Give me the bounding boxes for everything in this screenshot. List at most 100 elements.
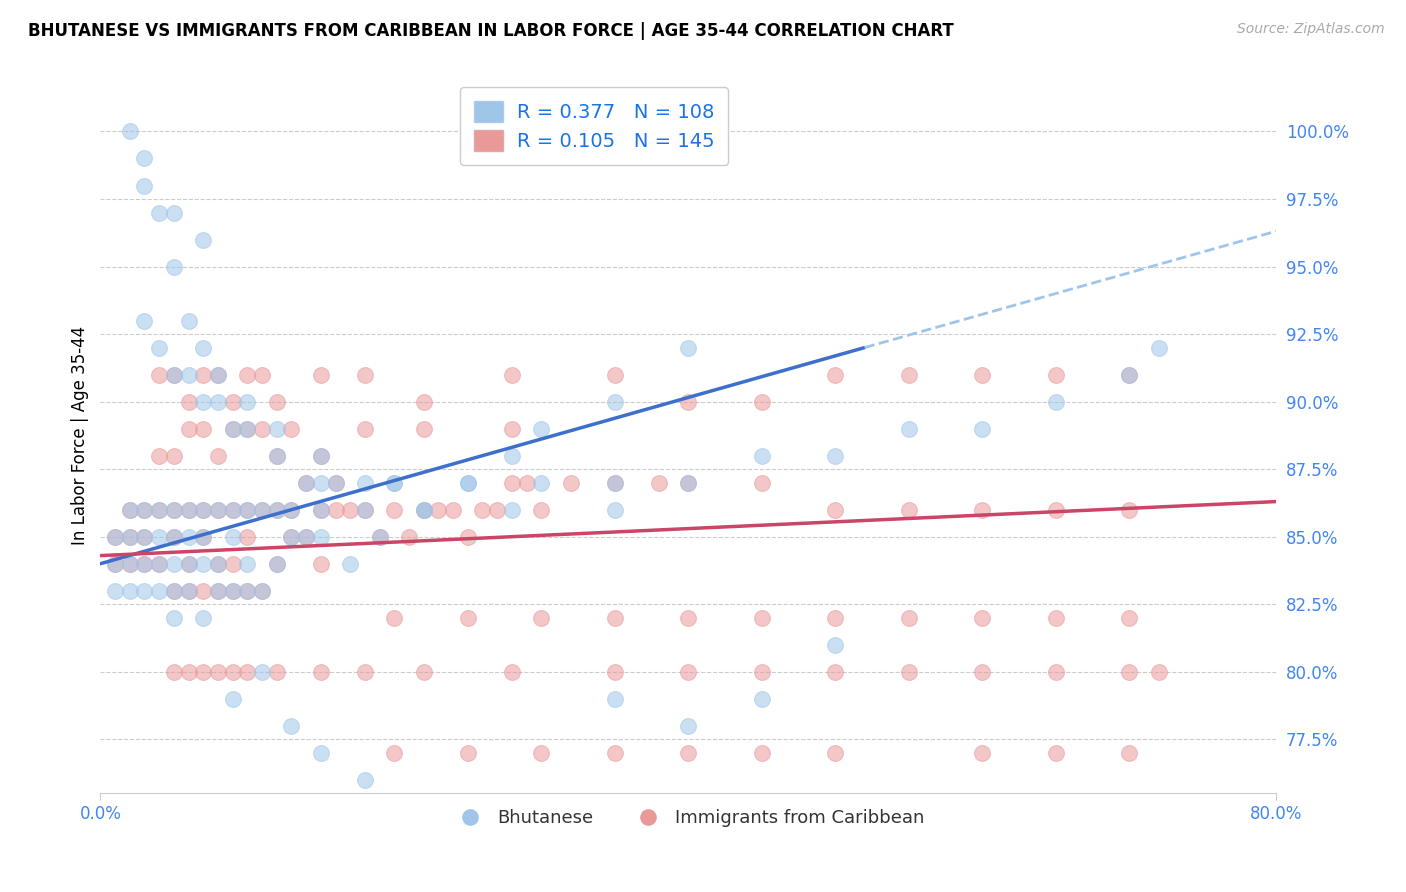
Point	[1147, 341, 1170, 355]
Point	[177, 422, 200, 436]
Point	[193, 502, 215, 516]
Point	[134, 502, 156, 516]
Point	[163, 611, 186, 625]
Point	[603, 502, 626, 516]
Point	[236, 422, 259, 436]
Point	[236, 557, 259, 571]
Point	[457, 475, 479, 490]
Point	[207, 557, 229, 571]
Point	[280, 502, 302, 516]
Point	[603, 746, 626, 760]
Point	[250, 583, 273, 598]
Point	[603, 691, 626, 706]
Point	[250, 502, 273, 516]
Point	[104, 557, 127, 571]
Point	[118, 530, 141, 544]
Point	[177, 313, 200, 327]
Point	[266, 422, 288, 436]
Point	[972, 422, 994, 436]
Point	[501, 368, 523, 382]
Point	[266, 449, 288, 463]
Point	[236, 394, 259, 409]
Point	[354, 502, 377, 516]
Point	[177, 557, 200, 571]
Point	[118, 124, 141, 138]
Point	[354, 665, 377, 679]
Point	[382, 475, 405, 490]
Point	[1147, 665, 1170, 679]
Point	[354, 422, 377, 436]
Point	[441, 502, 464, 516]
Point	[148, 502, 170, 516]
Point	[530, 746, 553, 760]
Point	[530, 800, 553, 814]
Point	[118, 502, 141, 516]
Point	[148, 557, 170, 571]
Point	[177, 502, 200, 516]
Point	[193, 583, 215, 598]
Point	[221, 557, 243, 571]
Point	[309, 665, 332, 679]
Point	[530, 502, 553, 516]
Point	[266, 557, 288, 571]
Point	[163, 502, 186, 516]
Point	[104, 530, 127, 544]
Point	[134, 313, 156, 327]
Point	[266, 502, 288, 516]
Point	[104, 557, 127, 571]
Point	[603, 611, 626, 625]
Point	[751, 449, 773, 463]
Point	[676, 394, 699, 409]
Point	[309, 449, 332, 463]
Point	[648, 475, 671, 490]
Point	[1118, 665, 1140, 679]
Point	[221, 422, 243, 436]
Point	[250, 422, 273, 436]
Point	[382, 800, 405, 814]
Point	[457, 530, 479, 544]
Point	[221, 583, 243, 598]
Point	[177, 502, 200, 516]
Point	[295, 530, 318, 544]
Point	[339, 557, 361, 571]
Point	[295, 475, 318, 490]
Point	[457, 746, 479, 760]
Point	[134, 530, 156, 544]
Point	[193, 665, 215, 679]
Point	[1118, 502, 1140, 516]
Point	[972, 611, 994, 625]
Point	[134, 557, 156, 571]
Point	[207, 368, 229, 382]
Point	[412, 502, 434, 516]
Point	[972, 800, 994, 814]
Point	[382, 611, 405, 625]
Point	[193, 611, 215, 625]
Point	[501, 422, 523, 436]
Point	[163, 530, 186, 544]
Point	[325, 475, 347, 490]
Point	[457, 611, 479, 625]
Point	[221, 502, 243, 516]
Point	[266, 557, 288, 571]
Point	[751, 665, 773, 679]
Point	[1045, 665, 1067, 679]
Point	[163, 205, 186, 219]
Point	[148, 368, 170, 382]
Point	[221, 422, 243, 436]
Point	[676, 719, 699, 733]
Point	[972, 665, 994, 679]
Point	[118, 557, 141, 571]
Point	[309, 502, 332, 516]
Point	[501, 827, 523, 841]
Text: BHUTANESE VS IMMIGRANTS FROM CARIBBEAN IN LABOR FORCE | AGE 35-44 CORRELATION CH: BHUTANESE VS IMMIGRANTS FROM CARIBBEAN I…	[28, 22, 953, 40]
Point	[177, 583, 200, 598]
Point	[207, 502, 229, 516]
Point	[193, 341, 215, 355]
Point	[104, 530, 127, 544]
Point	[104, 583, 127, 598]
Point	[236, 422, 259, 436]
Point	[177, 583, 200, 598]
Point	[1045, 746, 1067, 760]
Point	[751, 611, 773, 625]
Point	[148, 205, 170, 219]
